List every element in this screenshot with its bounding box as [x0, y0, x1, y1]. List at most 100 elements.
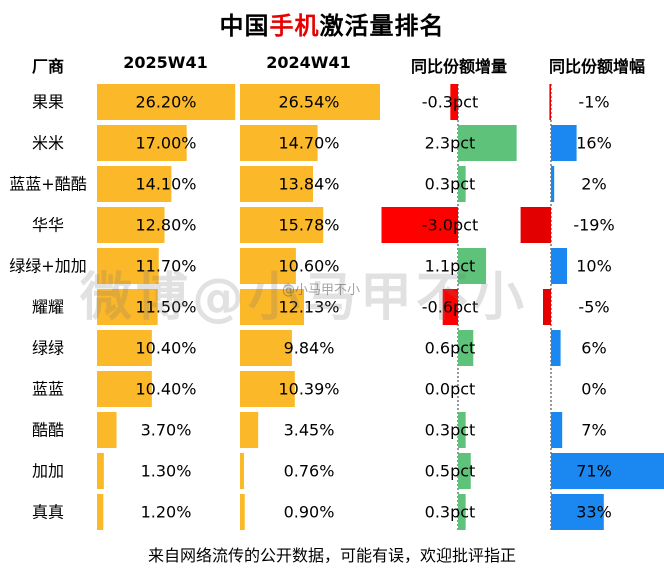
- bar-2024-6: [240, 330, 292, 366]
- vendor-label-8: 酷酷: [32, 421, 64, 440]
- delta-label-7: 0.0pct: [425, 380, 476, 399]
- growth-bar-4: [551, 248, 567, 284]
- delta-bar-4: [458, 248, 487, 284]
- vendor-label-7: 蓝蓝: [32, 380, 64, 399]
- bar-2024-0: [240, 84, 380, 120]
- growth-label-6: 6%: [581, 339, 606, 358]
- vendor-label-3: 华华: [32, 216, 64, 235]
- label-2025-3: 12.80%: [135, 216, 196, 235]
- delta-bar-9: [458, 453, 471, 489]
- label-2024-4: 10.60%: [278, 257, 339, 276]
- label-2025-7: 10.40%: [135, 380, 196, 399]
- bar-2025-0: [97, 84, 236, 120]
- delta-label-10: 0.3pct: [425, 503, 476, 522]
- bar-2024-3: [240, 207, 324, 243]
- bar-2025-7: [97, 371, 152, 407]
- delta-label-8: 0.3pct: [425, 421, 476, 440]
- label-2025-6: 10.40%: [135, 339, 196, 358]
- growth-bar-8: [551, 412, 563, 448]
- growth-bar-3: [520, 207, 551, 243]
- delta-bar-8: [458, 412, 466, 448]
- delta-label-0: -0.3pct: [422, 93, 478, 112]
- bar-2024-2: [240, 166, 314, 202]
- label-2024-0: 26.54%: [278, 93, 339, 112]
- header-share-growth: 同比份额增幅: [548, 57, 645, 76]
- vendor-label-1: 米米: [32, 134, 64, 153]
- label-2024-2: 13.84%: [278, 175, 339, 194]
- bar-2024-4: [240, 248, 296, 284]
- growth-label-9: 71%: [576, 462, 612, 481]
- label-2024-5: 12.13%: [278, 298, 339, 317]
- bar-2024-1: [240, 125, 318, 161]
- header-2025w41: 2025W41: [123, 53, 208, 72]
- label-2024-3: 15.78%: [278, 216, 339, 235]
- growth-bar-1: [551, 125, 577, 161]
- bar-2025-10: [97, 494, 104, 530]
- vendor-label-9: 加加: [32, 462, 64, 481]
- vendor-label-4: 绿绿+加加: [9, 257, 86, 276]
- growth-label-8: 7%: [581, 421, 606, 440]
- bar-2024-8: [240, 412, 259, 448]
- label-2024-9: 0.76%: [284, 462, 335, 481]
- bar-2025-2: [97, 166, 172, 202]
- title-part-2: 手机: [269, 12, 320, 40]
- growth-bar-2: [551, 166, 555, 202]
- title-part-3: 激活量排名: [319, 12, 445, 40]
- bar-2025-3: [97, 207, 165, 243]
- delta-bar-0: [450, 84, 458, 120]
- growth-label-0: -1%: [578, 93, 609, 112]
- footer-note: 来自网络流传的公开数据，可能有误，欢迎批评指正: [147, 546, 516, 565]
- delta-bar-5: [442, 289, 458, 325]
- delta-label-3: -3.0pct: [422, 216, 478, 235]
- bar-2025-1: [97, 125, 187, 161]
- label-2024-7: 10.39%: [278, 380, 339, 399]
- bar-2025-6: [97, 330, 152, 366]
- label-2024-6: 9.84%: [284, 339, 335, 358]
- growth-label-5: -5%: [578, 298, 609, 317]
- delta-bar-1: [458, 125, 517, 161]
- delta-bar-10: [458, 494, 466, 530]
- bar-2024-5: [240, 289, 304, 325]
- delta-label-5: -0.6pct: [422, 298, 478, 317]
- growth-label-3: -19%: [573, 216, 614, 235]
- bar-2024-9: [240, 453, 245, 489]
- growth-bar-0: [549, 84, 551, 120]
- title-part-1: 中国: [219, 12, 270, 40]
- label-2025-0: 26.20%: [135, 93, 196, 112]
- growth-bar-10: [551, 494, 604, 530]
- label-2024-8: 3.45%: [284, 421, 335, 440]
- delta-label-1: 2.3pct: [425, 134, 476, 153]
- vendor-label-5: 耀耀: [32, 298, 64, 317]
- chart-title: 中国手机激活量排名: [0, 6, 664, 41]
- bar-2024-7: [240, 371, 295, 407]
- delta-bar-6: [458, 330, 474, 366]
- header-vendor: 厂商: [31, 57, 64, 76]
- bar-2025-4: [97, 248, 159, 284]
- vendor-label-10: 真真: [32, 503, 64, 522]
- delta-label-9: 0.5pct: [425, 462, 476, 481]
- delta-label-4: 1.1pct: [425, 257, 476, 276]
- delta-label-2: 0.3pct: [425, 175, 476, 194]
- growth-bar-5: [543, 289, 551, 325]
- delta-label-6: 0.6pct: [425, 339, 476, 358]
- label-2024-10: 0.90%: [284, 503, 335, 522]
- header-2024w41: 2024W41: [266, 53, 351, 72]
- delta-bar-2: [458, 166, 466, 202]
- growth-label-10: 33%: [576, 503, 612, 522]
- bar-2024-10: [240, 494, 245, 530]
- label-2025-4: 11.70%: [135, 257, 196, 276]
- label-2025-9: 1.30%: [141, 462, 192, 481]
- bar-2025-9: [97, 453, 104, 489]
- vendor-label-0: 果果: [32, 93, 64, 112]
- growth-label-1: 16%: [576, 134, 612, 153]
- growth-bar-9: [551, 453, 664, 489]
- vendor-label-6: 绿绿: [32, 339, 64, 358]
- header-share-delta: 同比份额增量: [410, 57, 507, 76]
- label-2025-1: 17.00%: [135, 134, 196, 153]
- label-2025-5: 11.50%: [135, 298, 196, 317]
- bar-2025-8: [97, 412, 117, 448]
- delta-bar-3: [381, 207, 458, 243]
- growth-label-2: 2%: [581, 175, 606, 194]
- label-2024-1: 14.70%: [278, 134, 339, 153]
